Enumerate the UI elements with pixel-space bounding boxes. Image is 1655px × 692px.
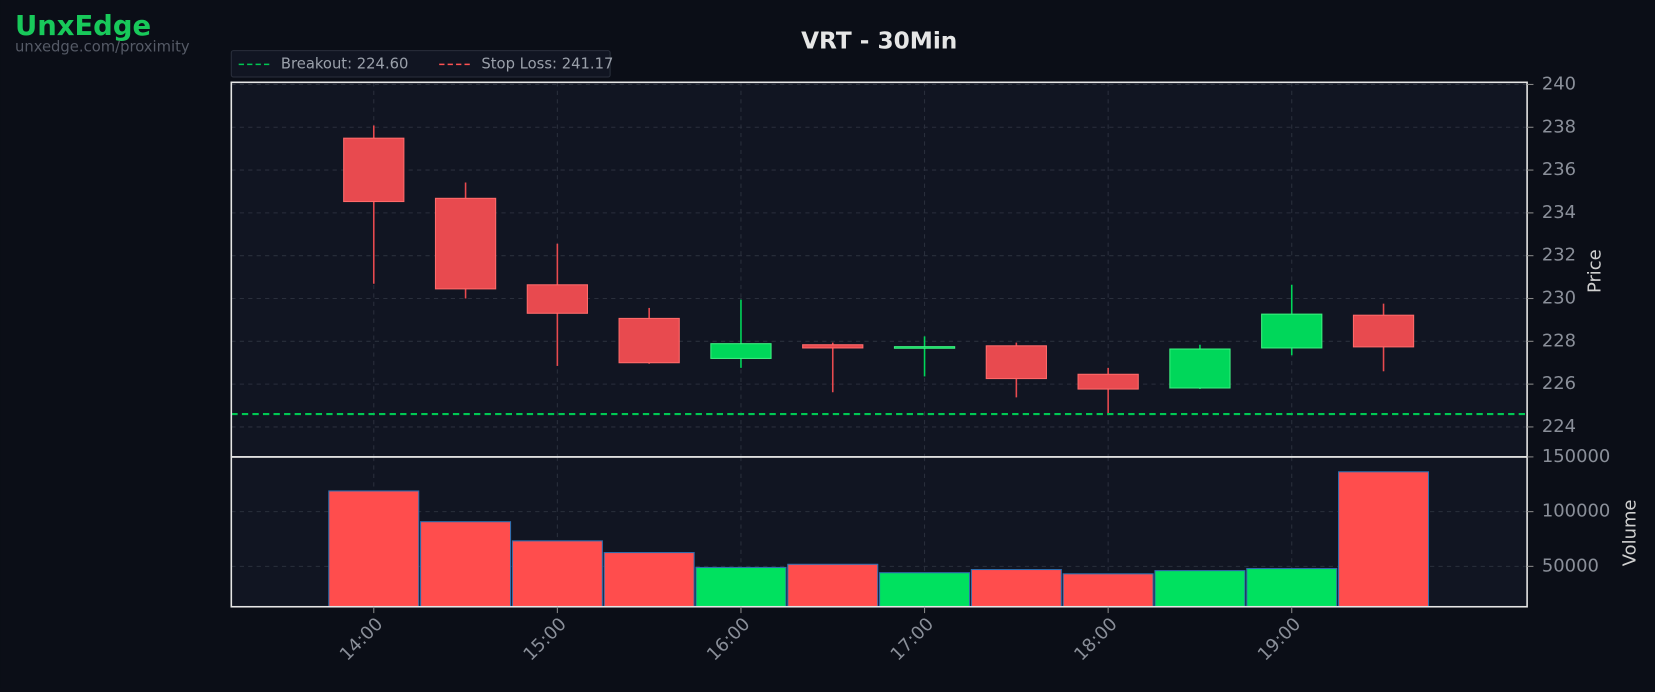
candle-body <box>1352 314 1415 348</box>
volume-frame <box>230 456 1528 608</box>
y-tick-label: 234 <box>1542 202 1576 223</box>
y-tick-label: 228 <box>1542 330 1576 351</box>
legend-label: Stop Loss: 241.17 <box>481 55 613 72</box>
volume-bar <box>970 569 1062 607</box>
legend-label: Breakout: 224.60 <box>281 55 409 72</box>
chart-title: VRT - 30Min <box>801 28 957 55</box>
candle-body <box>343 137 405 203</box>
candle-body <box>802 344 864 349</box>
y-tick-label: 150000 <box>1542 446 1610 467</box>
volume-bar <box>695 566 787 607</box>
legend <box>230 50 611 78</box>
volume-bar <box>1338 471 1430 607</box>
volume-bar <box>603 552 695 607</box>
candle-body <box>985 345 1047 380</box>
volume-bar <box>1062 573 1154 607</box>
candle-body <box>710 343 772 359</box>
volume-bar <box>511 540 603 607</box>
candle-body <box>434 197 497 290</box>
y-tick-label: 240 <box>1542 73 1576 94</box>
brand-url: unxedge.com/proximity <box>15 38 190 55</box>
volume-bar <box>1246 568 1338 607</box>
candle-body <box>526 284 589 314</box>
price-clip <box>231 125 1528 416</box>
volume-bar <box>787 563 879 607</box>
y-tick-label: 238 <box>1542 116 1576 137</box>
candle-body <box>893 346 956 349</box>
y-tick-label: 100000 <box>1542 501 1610 522</box>
y-tick-label: 226 <box>1542 373 1576 394</box>
y-tick-label: 232 <box>1542 245 1576 266</box>
volume-bar <box>1154 570 1246 607</box>
volume-bar <box>328 490 420 607</box>
y-tick-label: 230 <box>1542 288 1576 309</box>
y-axis-label: Price <box>1585 249 1606 293</box>
volume-bar <box>879 572 971 607</box>
candle-body <box>618 317 680 364</box>
y-tick-label: 50000 <box>1542 555 1599 576</box>
brand-name: UnxEdge <box>15 11 151 42</box>
volume-clip <box>328 471 1430 607</box>
volume-axis-label: Volume <box>1620 500 1641 567</box>
price-plot <box>231 82 1528 457</box>
candle-body <box>1077 373 1139 390</box>
y-tick-label: 224 <box>1542 416 1576 437</box>
y-tick-label: 236 <box>1542 159 1576 180</box>
volume-bar <box>420 521 512 607</box>
candle-body <box>1169 348 1231 389</box>
candle-body <box>1261 313 1323 349</box>
